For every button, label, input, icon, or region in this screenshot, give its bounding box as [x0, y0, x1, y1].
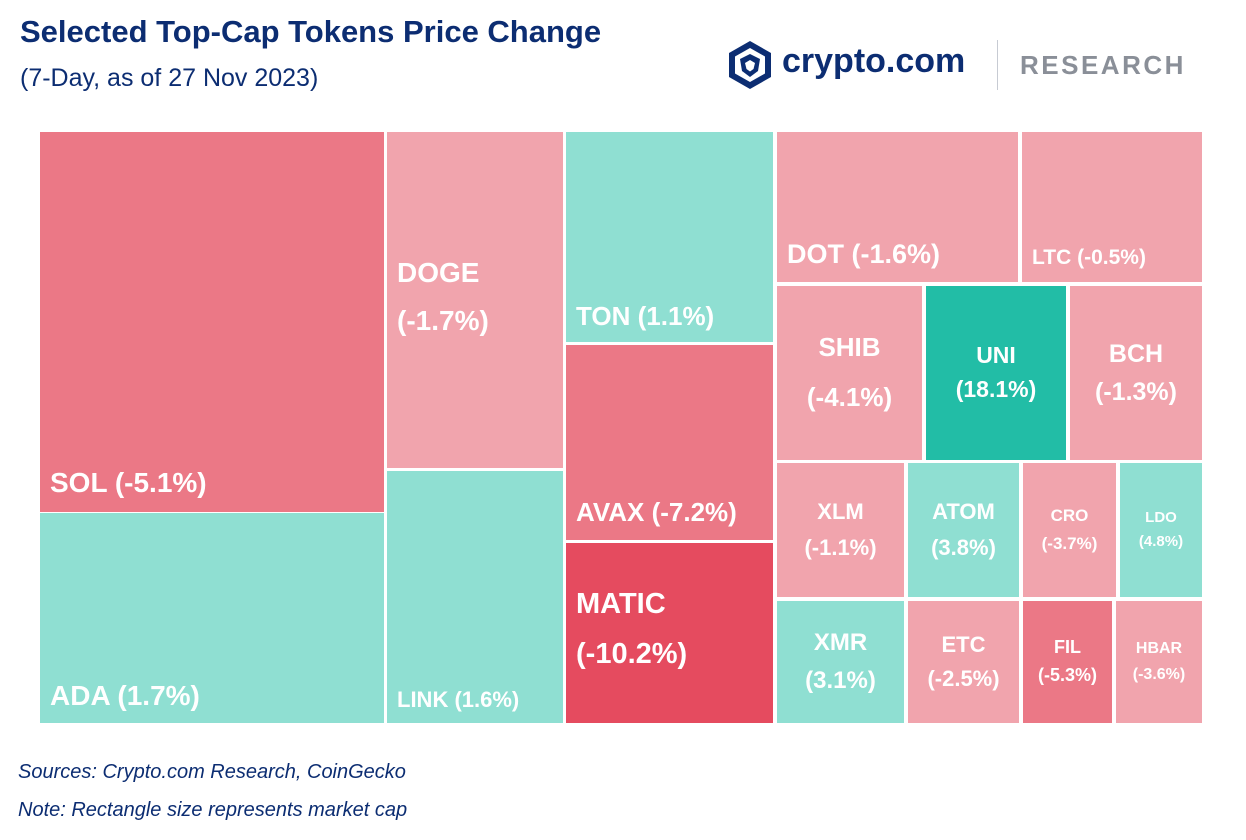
tile-value-label: (-2.5%) — [927, 665, 1000, 691]
tile-uni: UNI (18.1%) — [926, 286, 1066, 460]
tile-link: LINK (1.6%) — [387, 471, 563, 723]
tile-label: TON (1.1%) — [576, 300, 715, 331]
brand-divider — [997, 40, 998, 90]
tile-bch: BCH (-1.3%) — [1070, 286, 1202, 460]
tile-ton: TON (1.1%) — [566, 132, 773, 342]
chart-title: Selected Top-Cap Tokens Price Change — [20, 14, 602, 49]
tile-value-label: (-4.1%) — [806, 382, 893, 413]
tile-xmr: XMR (3.1%) — [777, 601, 904, 723]
tile-etc: ETC (-2.5%) — [908, 601, 1019, 723]
tile-label: ATOM — [932, 498, 995, 524]
tile-hbar: HBAR (-3.6%) — [1116, 601, 1202, 723]
tile-dot: DOT (-1.6%) — [777, 132, 1018, 282]
tile-label: UNI — [976, 342, 1016, 369]
tile-atom: ATOM (3.8%) — [908, 463, 1019, 597]
tile-xlm: XLM (-1.1%) — [777, 463, 904, 597]
tile-label: SOL (-5.1%) — [50, 467, 207, 499]
tile-label: BCH — [1108, 340, 1164, 368]
tile-value-label: (-3.7%) — [1041, 533, 1098, 553]
tile-label: ETC — [941, 631, 986, 657]
tile-label: XMR — [813, 628, 868, 656]
tile-label: MATIC — [576, 588, 666, 620]
tile-label: CRO — [1050, 505, 1089, 525]
tile-ada: ADA (1.7%) — [40, 513, 384, 723]
tile-avax: AVAX (-7.2%) — [566, 345, 773, 540]
brand-division: RESEARCH — [1020, 50, 1186, 80]
tile-label: LINK (1.6%) — [397, 686, 520, 712]
tile-label: ADA (1.7%) — [50, 680, 200, 712]
tile-shib: SHIB (-4.1%) — [777, 286, 922, 460]
sources-note: Sources: Crypto.com Research, CoinGecko — [18, 761, 406, 783]
tile-value-label: (3.1%) — [805, 666, 876, 694]
tile-sol: SOL (-5.1%) — [40, 132, 384, 512]
tile-label: DOGE — [397, 256, 480, 288]
tile-ldo: LDO (4.8%) — [1120, 463, 1202, 597]
tile-value-label: (-10.2%) — [576, 638, 688, 670]
tile-value-label: (-1.7%) — [397, 304, 489, 336]
tile-matic: MATIC (-10.2%) — [566, 543, 773, 723]
tile-label: SHIB — [818, 332, 881, 363]
tile-ltc: LTC (-0.5%) — [1022, 132, 1202, 282]
tile-label: AVAX (-7.2%) — [576, 496, 737, 527]
tile-value-label: (-5.3%) — [1037, 665, 1097, 686]
tile-doge: DOGE (-1.7%) — [387, 132, 563, 468]
market-cap-note: Note: Rectangle size represents market c… — [18, 799, 408, 821]
lion-shield-icon — [729, 41, 771, 89]
tile-value-label: (3.8%) — [931, 534, 996, 560]
tile-value-label: (-1.1%) — [804, 534, 877, 560]
tile-label: FIL — [1054, 637, 1081, 658]
brand-name: crypto.com — [782, 42, 966, 80]
chart-subtitle: (7-Day, as of 27 Nov 2023) — [20, 64, 319, 92]
tile-value-label: (-1.3%) — [1095, 378, 1177, 406]
tile-value-label: (4.8%) — [1138, 533, 1184, 550]
tile-label: XLM — [817, 498, 864, 524]
tile-label: LDO — [1145, 509, 1177, 526]
tile-value-label: (18.1%) — [955, 376, 1037, 403]
tile-label: DOT (-1.6%) — [787, 238, 941, 269]
tile-value-label: (-3.6%) — [1132, 666, 1186, 684]
tile-label: HBAR — [1135, 640, 1183, 658]
tile-fil: FIL (-5.3%) — [1023, 601, 1112, 723]
tile-label: LTC (-0.5%) — [1032, 245, 1146, 269]
tile-cro: CRO (-3.7%) — [1023, 463, 1116, 597]
